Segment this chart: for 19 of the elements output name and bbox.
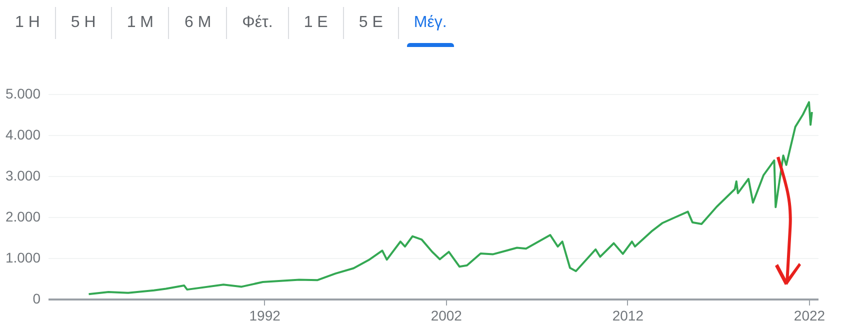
x-tick-label: 2002 <box>430 308 462 324</box>
x-tick-label: 2012 <box>612 308 644 324</box>
text: 1 E <box>288 7 344 39</box>
text: Μέγ. <box>412 13 448 33</box>
y-tick-label: 4.000 <box>5 126 41 142</box>
line-series <box>88 101 813 296</box>
x-tick-label: 1992 <box>249 308 281 324</box>
text: 5 E <box>344 7 399 39</box>
text: 1 H <box>0 7 56 39</box>
x-tick-label: 2022 <box>794 308 826 324</box>
text: Φέτ. <box>227 7 289 39</box>
text: 5 H <box>56 7 112 39</box>
y-tick-label: 0 <box>32 290 41 306</box>
text: 1 M <box>112 7 170 39</box>
y-tick-label: 2.000 <box>5 208 41 224</box>
text: 6 M <box>169 7 228 39</box>
y-tick-label: 1.000 <box>5 250 41 266</box>
y-tick-label: 5.000 <box>5 86 41 102</box>
y-tick-label: 3.000 <box>5 168 41 184</box>
